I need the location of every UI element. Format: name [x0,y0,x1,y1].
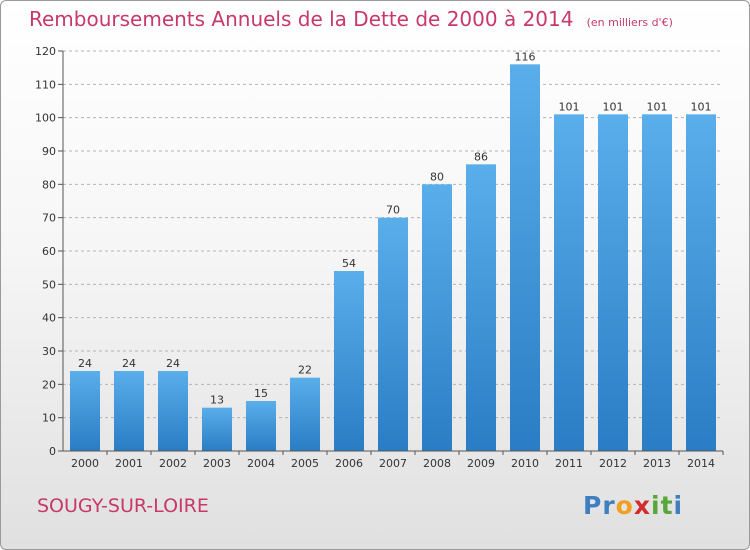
bar [642,114,672,451]
chart-unit-note: (en milliers d'€) [586,16,673,29]
y-tick-labels: 0 10 20 30 40 50 60 70 80 90 100 110 120 [35,45,56,458]
value-label: 80 [430,170,444,183]
logo-letter: o [615,491,634,520]
x-tick-label: 2012 [599,457,627,470]
value-labels: 24 24 24 13 15 22 54 70 80 86 116 101 101 101 101 [78,50,712,406]
y-tick-label: 110 [35,78,56,91]
commune-name: SOUGY-SUR-LOIRE [37,495,209,517]
y-tick-label: 90 [42,145,56,158]
x-tick-label: 2006 [335,457,363,470]
bar [554,114,584,451]
bar [114,371,144,451]
value-label: 13 [210,394,224,407]
value-label: 24 [122,357,136,370]
x-tick-label: 2008 [423,457,451,470]
bars-group [70,64,716,452]
bar [466,164,496,452]
bar [246,401,276,451]
x-tick-label: 2002 [159,457,187,470]
chart-title-text: Remboursements Annuels de la Dette de 20… [29,7,574,31]
x-tick-label: 2000 [71,457,99,470]
x-tick-label: 2014 [687,457,715,470]
y-tick-label: 60 [42,245,56,258]
y-tick-label: 70 [42,212,56,225]
value-label: 24 [78,357,92,370]
y-tick-label: 50 [42,278,56,291]
value-label: 101 [559,100,580,113]
bar [598,114,628,451]
x-tick-label: 2010 [511,457,539,470]
bar [158,371,188,451]
y-tick-label: 30 [42,345,56,358]
value-label: 101 [691,100,712,113]
logo-letter: t [660,491,674,520]
bar [378,217,408,451]
value-label: 15 [254,387,268,400]
bar [686,114,716,451]
value-label: 24 [166,357,180,370]
value-label: 86 [474,150,488,163]
x-tick-label: 2007 [379,457,407,470]
y-tick-label: 40 [42,312,56,325]
y-tick-label: 80 [42,178,56,191]
x-tick-label: 2011 [555,457,583,470]
logo-letter: i [673,491,684,520]
bar [422,184,452,452]
value-label: 70 [386,204,400,217]
chart-title: Remboursements Annuels de la Dette de 20… [29,7,673,31]
bar [290,377,320,451]
bar [334,271,364,451]
y-tick-label: 0 [49,445,56,458]
x-tick-label: 2003 [203,457,231,470]
logo-letter: r [602,491,616,520]
x-tick-labels: 2000 2001 2002 2003 2004 2005 2006 2007 2008 2009… [71,457,715,470]
x-tick-label: 2013 [643,457,671,470]
axes [62,51,724,455]
value-label: 116 [515,50,536,63]
x-tick-label: 2009 [467,457,495,470]
bar [510,64,540,452]
x-tick-label: 2004 [247,457,275,470]
value-label: 22 [298,364,312,377]
value-label: 101 [603,100,624,113]
x-tick-label: 2001 [115,457,143,470]
logo-letter: P [583,491,603,520]
y-tick-label: 100 [35,112,56,125]
y-tick-label: 10 [42,412,56,425]
bar [202,407,232,451]
value-label: 101 [647,100,668,113]
x-tick-label: 2005 [291,457,319,470]
proxiti-logo: Proxiti [583,491,683,520]
value-label: 54 [342,257,356,270]
y-tick-label: 120 [35,45,56,58]
y-tick-label: 20 [42,378,56,391]
logo-letter: x [633,491,651,520]
bar [70,371,100,451]
logo-letter: i [651,491,661,520]
